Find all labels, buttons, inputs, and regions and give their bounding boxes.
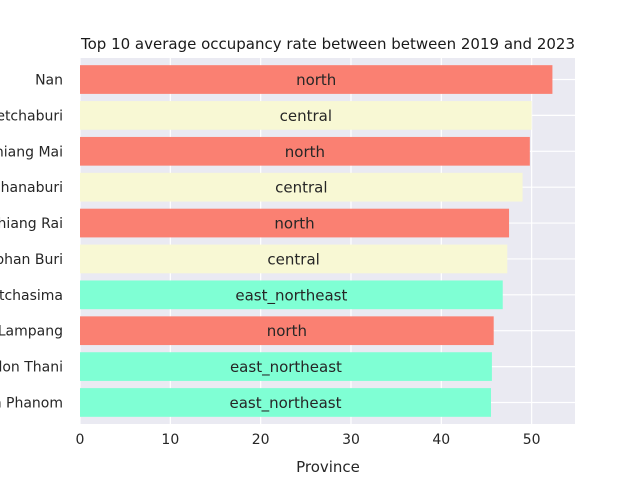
bar-nan [80,65,553,94]
y-tick-label: Chiang Rai [0,216,63,232]
x-tick-labels: 0 10 20 30 40 50 [76,432,541,448]
bar-label: north [267,322,307,340]
bar-suphan-buri [80,244,508,274]
bar-label: north [274,215,314,233]
bar-label: north [296,71,336,89]
y-tick-label: Udon Thani [0,360,63,376]
bar-kanchanaburi [80,172,523,202]
y-tick-label: Suphan Buri [0,252,63,268]
bar-lampang [80,316,494,346]
bar-label: central [267,250,319,268]
bar-label: east_northeast [230,394,342,413]
y-tick-label: Nakhon Phanom [0,395,63,411]
bar-label: east_northeast [235,286,347,305]
y-tick-label: Nan [35,73,63,89]
x-tick-label: 20 [252,432,270,448]
y-tick-label: Chiang Mai [0,144,63,160]
x-tick-label: 40 [432,432,450,448]
x-axis-label: Province [296,458,360,476]
y-tick-label: Phetchaburi [0,108,63,124]
bar-chiang-mai [80,136,530,166]
x-tick-label: 10 [161,432,179,448]
bar-label: north [285,143,325,161]
bar-label: central [280,107,332,125]
y-tick-label: Kanchanaburi [0,180,63,196]
bar-nakhon-phanom [80,388,491,417]
chart-title: Top 10 average occupancy rate between be… [80,35,575,53]
bars: north central north central north central east… [80,65,553,417]
x-tick-label: 50 [523,432,541,448]
bar-nakhon-ratchasima [80,280,503,310]
bar-phetchaburi [80,101,532,130]
x-tick-label: 0 [76,432,85,448]
x-tick-label: 30 [342,432,360,448]
bar-label: east_northeast [230,358,342,377]
y-tick-labels: Nan Phetchaburi Chiang Mai Kanchanaburi Chia… [0,73,63,412]
bar-label: central [275,179,327,197]
y-tick-label: Lampang [0,324,63,340]
bar-chiang-rai [80,208,510,238]
y-tick-label: Nakhon Ratchasima [0,288,63,304]
bar-udon-thani [80,352,492,381]
